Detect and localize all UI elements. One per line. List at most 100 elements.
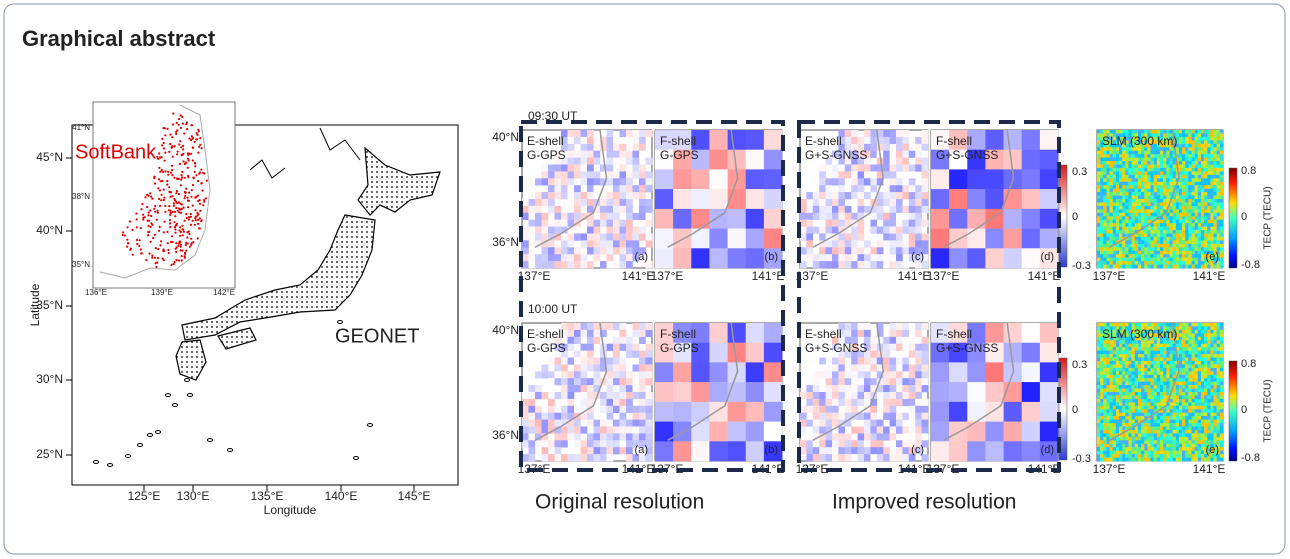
cell [1157, 454, 1160, 458]
cell [1116, 358, 1119, 362]
cell [1103, 154, 1106, 158]
cell [1192, 406, 1195, 410]
cell [1163, 420, 1166, 424]
station [150, 196, 152, 198]
cell [1214, 213, 1217, 217]
cell [890, 364, 897, 371]
cell [1195, 230, 1198, 234]
cell [1195, 433, 1198, 437]
cell [1154, 351, 1157, 355]
cell [1195, 337, 1198, 341]
station [164, 134, 166, 136]
cell [1110, 451, 1113, 455]
station [182, 234, 184, 236]
cell [1097, 451, 1100, 455]
cell [838, 413, 845, 420]
station [145, 259, 147, 261]
cell [1100, 437, 1103, 441]
cell [1179, 427, 1182, 431]
cell [587, 240, 594, 247]
cell [1201, 151, 1204, 155]
cell [838, 234, 845, 241]
cell [1116, 175, 1119, 179]
cell [1204, 330, 1207, 334]
cell [764, 323, 782, 343]
cell [1173, 420, 1176, 424]
station [193, 177, 195, 179]
cell [1210, 340, 1213, 344]
cell [1110, 216, 1113, 220]
station [181, 171, 183, 173]
station [178, 242, 180, 244]
cell [1157, 185, 1160, 189]
cell [1147, 196, 1150, 200]
cell [1182, 230, 1185, 234]
cell [1220, 182, 1223, 186]
cell [838, 192, 845, 199]
cell [890, 199, 897, 206]
cell [1138, 247, 1141, 251]
cell [813, 254, 820, 261]
cell [902, 247, 909, 254]
station [170, 264, 172, 266]
cell [1195, 354, 1198, 358]
cell [890, 158, 897, 165]
cell [1198, 358, 1201, 362]
cell [639, 323, 646, 330]
cell [1097, 351, 1100, 355]
cell [646, 344, 653, 351]
cell [1110, 375, 1113, 379]
cell [858, 358, 865, 365]
cell [1135, 158, 1138, 162]
cell [1188, 368, 1191, 372]
cell [819, 261, 826, 268]
cell [1132, 347, 1135, 351]
cell [1097, 444, 1100, 448]
cell [1201, 240, 1204, 244]
cell [555, 440, 562, 447]
cell [1204, 137, 1207, 141]
cell [1201, 392, 1204, 396]
cell [709, 130, 727, 150]
cell [1113, 178, 1116, 182]
cell [1173, 354, 1176, 358]
cell [1100, 182, 1103, 186]
cell [915, 420, 922, 427]
cell [864, 427, 871, 434]
cell [1097, 437, 1100, 441]
cell [1110, 185, 1113, 189]
cell [1157, 158, 1160, 162]
cell [826, 371, 833, 378]
cell [1151, 216, 1154, 220]
cell [1132, 254, 1135, 258]
cell [896, 144, 903, 151]
cell [1173, 168, 1176, 172]
cell [1119, 402, 1122, 406]
cell [1103, 244, 1106, 248]
cell [561, 454, 568, 461]
station [165, 170, 167, 172]
cell [1132, 364, 1135, 368]
cell [1116, 371, 1119, 375]
cell [1188, 406, 1191, 410]
cell [1170, 409, 1173, 413]
cell [1163, 175, 1166, 179]
cell [1166, 385, 1169, 389]
cell [1160, 189, 1163, 193]
cell [613, 220, 620, 227]
cell [1182, 175, 1185, 179]
station [171, 136, 173, 138]
cell [587, 171, 594, 178]
cell [1188, 165, 1191, 169]
cell [1097, 234, 1100, 238]
cell [581, 165, 588, 172]
cell [1110, 395, 1113, 399]
cell [1147, 199, 1150, 203]
station [157, 187, 159, 189]
station [198, 146, 200, 148]
cell [1113, 151, 1116, 155]
cell [1100, 430, 1103, 434]
cell [1179, 158, 1182, 162]
cell [1195, 427, 1198, 431]
cell [883, 130, 890, 137]
